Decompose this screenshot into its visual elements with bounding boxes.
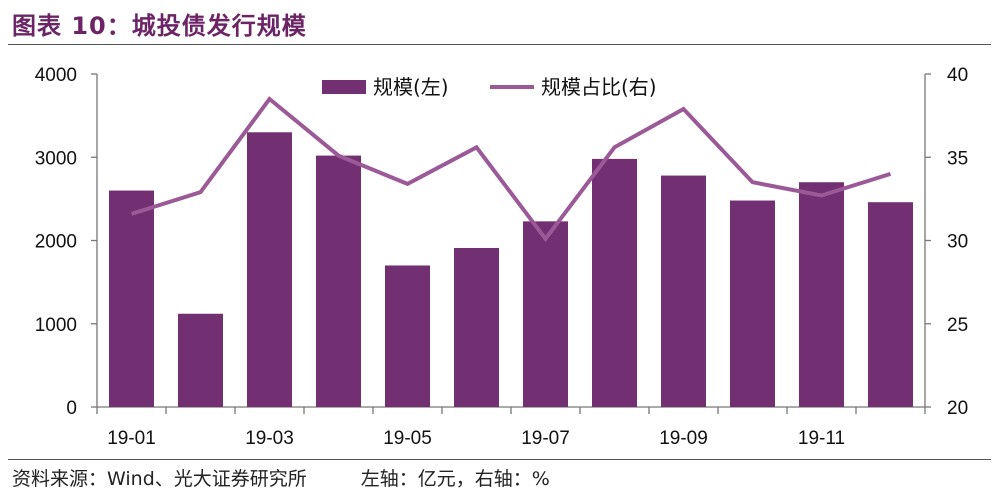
bar [178, 313, 223, 407]
chart-area: 0 1000 2000 3000 4000 20 25 30 35 40 19-01 19-03 19-… [35, 65, 968, 449]
right-tick-label: 30 [947, 232, 968, 253]
left-tick-label: 3000 [35, 148, 77, 169]
chart-title: 图表 10：城投债发行规模 [12, 12, 307, 40]
legend-bar-swatch [322, 80, 366, 94]
x-tick-label: 19-11 [798, 428, 845, 449]
x-tick-label: 19-03 [245, 428, 294, 449]
footer-divider [8, 459, 991, 460]
legend-bar-label: 规模(左) [373, 75, 449, 99]
source-note: 资料来源：Wind、光大证券研究所 左轴：亿元，右轴：% [12, 464, 550, 491]
bar [385, 265, 430, 407]
bar [247, 132, 292, 407]
bar [109, 190, 154, 407]
right-tick-label: 40 [947, 65, 968, 86]
right-tick-label: 20 [947, 398, 968, 419]
right-tick-label: 35 [947, 148, 968, 169]
bar [661, 175, 706, 407]
bar [592, 158, 637, 407]
x-tick-label: 19-07 [521, 428, 570, 449]
bar [730, 200, 775, 407]
bar [868, 202, 913, 407]
x-tick-label: 19-09 [659, 428, 708, 449]
x-tick-label: 19-05 [383, 428, 432, 449]
bar [454, 247, 499, 407]
legend-line-label: 规模占比(右) [541, 75, 657, 99]
bar [316, 155, 361, 407]
left-tick-label: 4000 [35, 65, 77, 86]
left-tick-label: 1000 [35, 315, 77, 336]
units-note: 左轴：亿元，右轴：% [360, 468, 550, 490]
right-tick-label: 25 [947, 315, 968, 336]
x-tick-label: 19-01 [107, 428, 156, 449]
bar [799, 182, 844, 407]
title-divider [8, 44, 991, 45]
source-text: 资料来源：Wind、光大证券研究所 [12, 468, 307, 490]
left-tick-label: 2000 [35, 232, 77, 253]
left-tick-label: 0 [66, 398, 77, 419]
bar [523, 221, 568, 407]
share-line [130, 96, 892, 243]
